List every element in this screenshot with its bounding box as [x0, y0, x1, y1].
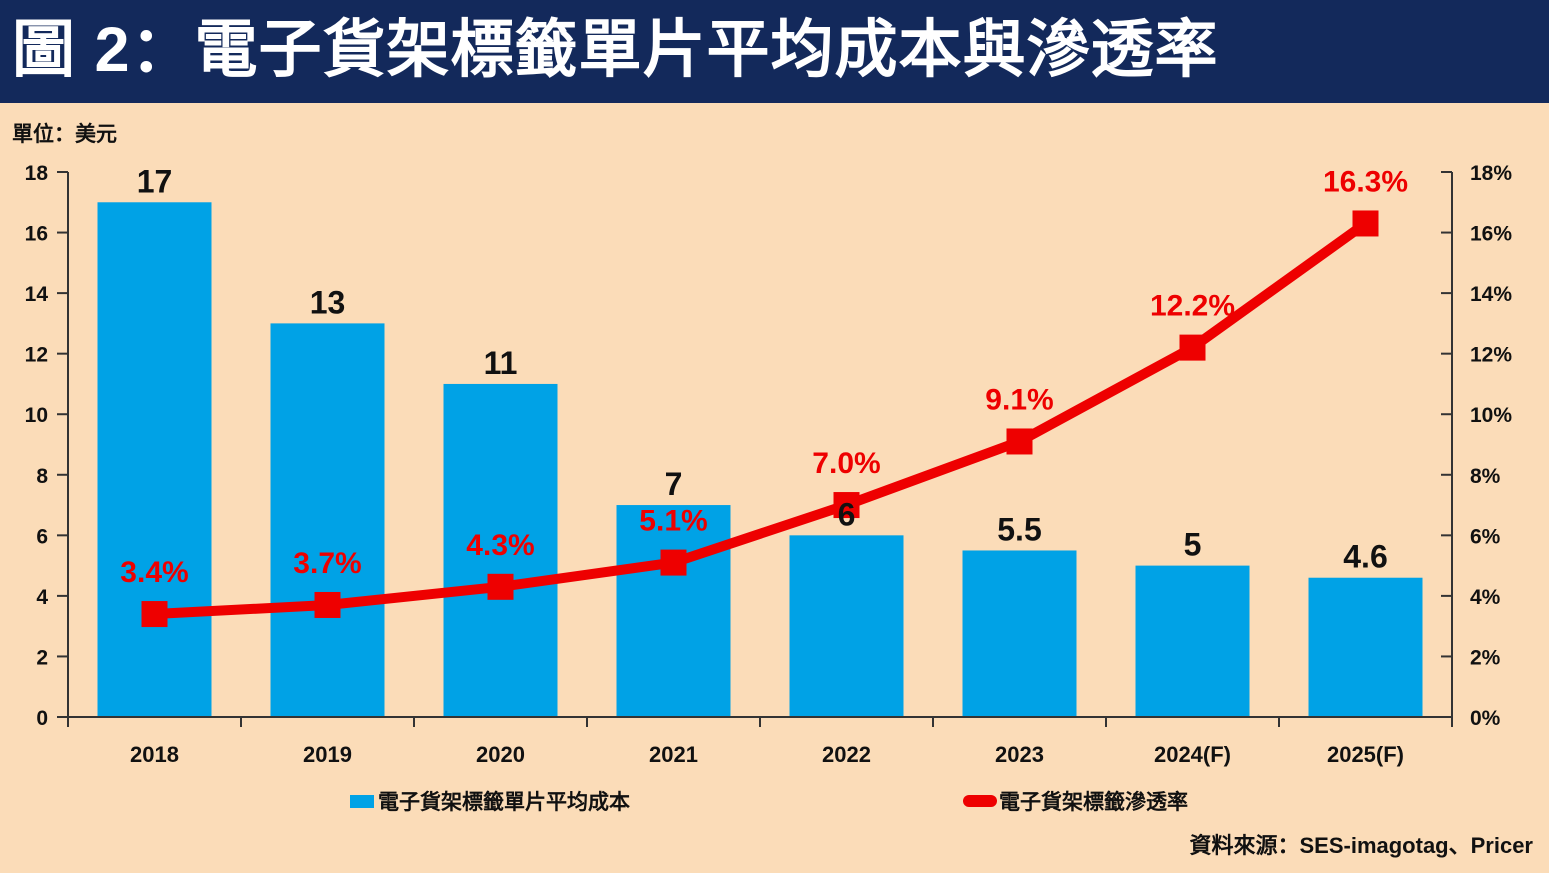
line-label-2022: 7.0% — [812, 447, 880, 480]
unit-label: 單位：美元 — [12, 123, 117, 146]
line-marker-2024(F) — [1179, 334, 1206, 361]
right-axis-tick-label: 12% — [1470, 344, 1512, 367]
left-axis-tick-label: 16 — [25, 223, 48, 246]
right-axis-tick-label: 14% — [1470, 283, 1512, 306]
left-axis-tick-label: 6 — [36, 525, 48, 548]
left-axis-tick-label: 4 — [36, 586, 48, 609]
legend-item-cost: 電子貨架標籤單片平均成本 — [350, 786, 630, 816]
line-marker-2020 — [487, 573, 514, 600]
line-label-2024(F): 12.2% — [1150, 290, 1235, 323]
bar-label-2022: 6 — [838, 496, 856, 532]
line-label-2023: 9.1% — [985, 383, 1053, 416]
line-swatch-icon — [963, 795, 997, 807]
line-label-2025(F): 16.3% — [1323, 165, 1408, 198]
bar-2023 — [962, 550, 1077, 717]
line-label-2021: 5.1% — [639, 505, 707, 538]
right-axis-tick-label: 18% — [1470, 162, 1512, 185]
page-title: 圖 2：電子貨架標籤單片平均成本與滲透率 — [0, 0, 1549, 103]
line-marker-2021 — [660, 549, 687, 576]
legend: 電子貨架標籤單片平均成本 電子貨架標籤滲透率 — [0, 786, 1549, 816]
right-axis-tick-label: 0% — [1470, 707, 1501, 730]
line-marker-2022 — [833, 492, 860, 519]
right-axis-tick-label: 16% — [1470, 223, 1512, 246]
bar-2025(F) — [1308, 577, 1423, 717]
penetration-line — [149, 218, 1371, 620]
line-marker-2019 — [314, 591, 341, 618]
legend-item-rate: 電子貨架標籤滲透率 — [963, 786, 1188, 816]
bar-label-2018: 17 — [137, 163, 173, 199]
x-axis-label: 2022 — [822, 742, 871, 767]
bar-label-2023: 5.5 — [997, 511, 1041, 547]
left-axis-tick-label: 14 — [25, 283, 49, 306]
x-axis-label: 2020 — [476, 742, 525, 767]
left-axis-tick-label: 8 — [36, 465, 48, 488]
bar-swatch-icon — [350, 794, 374, 808]
bar-label-2024(F): 5 — [1184, 527, 1202, 563]
line-label-2018: 3.4% — [120, 556, 188, 589]
bar-2024(F) — [1135, 565, 1250, 717]
x-axis-label: 2021 — [649, 742, 698, 767]
x-axis-label: 2024(F) — [1154, 742, 1231, 767]
right-axis-tick-label: 6% — [1470, 525, 1501, 548]
line-marker-2018 — [141, 601, 168, 628]
line-marker-2025(F) — [1352, 210, 1379, 237]
left-axis-tick-label: 10 — [25, 404, 48, 427]
bar-2021 — [616, 505, 731, 717]
left-axis-tick-label: 2 — [36, 646, 48, 669]
legend-label-cost: 電子貨架標籤單片平均成本 — [378, 791, 630, 814]
left-axis-tick-label: 18 — [25, 162, 49, 185]
right-axis-tick-label: 4% — [1470, 586, 1501, 609]
line-label-2019: 3.7% — [293, 547, 361, 580]
right-axis-tick-label: 10% — [1470, 404, 1512, 427]
source-note: 資料來源：SES-imagotag、Pricer — [1189, 833, 1533, 858]
x-axis-label: 2018 — [130, 742, 179, 767]
bar-label-2020: 11 — [484, 345, 518, 381]
left-axis-tick-label: 0 — [36, 707, 48, 730]
x-axis-label: 2025(F) — [1327, 742, 1404, 767]
bar-2022 — [789, 535, 904, 717]
bar-2019 — [270, 323, 385, 717]
right-axis-tick-label: 2% — [1470, 646, 1501, 669]
legend-label-rate: 電子貨架標籤滲透率 — [999, 791, 1188, 814]
bar-label-2019: 13 — [310, 284, 346, 320]
bar-2018 — [97, 202, 212, 717]
x-axis-label: 2019 — [303, 742, 352, 767]
right-axis-tick-label: 8% — [1470, 465, 1501, 488]
line-label-2020: 4.3% — [466, 529, 534, 562]
bar-label-2025(F): 4.6 — [1343, 539, 1387, 575]
bar-2020 — [443, 383, 558, 717]
left-axis-tick-label: 12 — [25, 344, 48, 367]
x-axis-label: 2023 — [995, 742, 1044, 767]
bar-label-2021: 7 — [665, 466, 683, 502]
line-marker-2023 — [1006, 428, 1033, 455]
